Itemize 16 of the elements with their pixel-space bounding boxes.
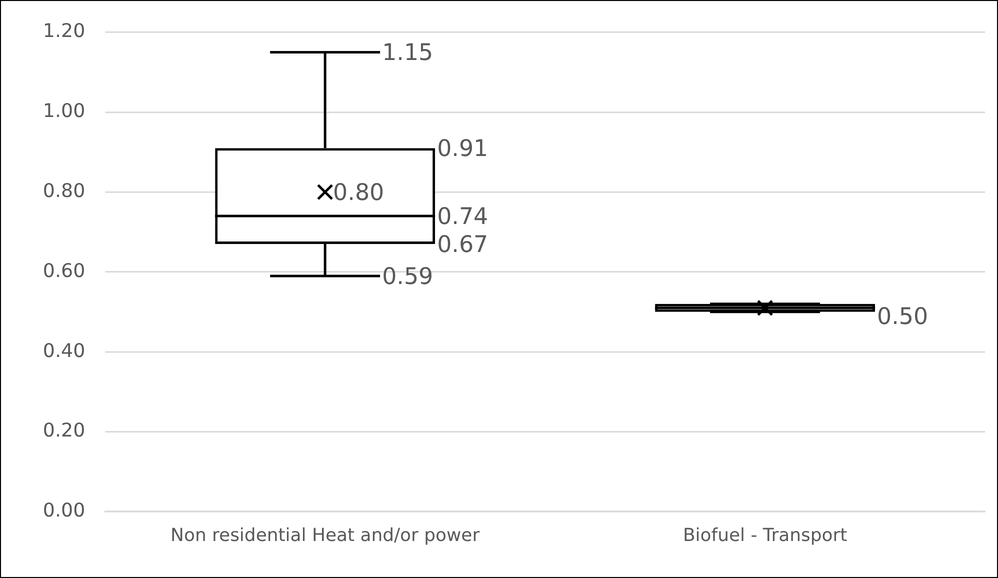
annotation: 0.67 — [437, 232, 488, 258]
annotation: 0.74 — [437, 204, 488, 230]
y-tick-label: 0.40 — [42, 340, 86, 362]
y-tick-label: 0.80 — [42, 180, 86, 202]
annotation: 0.59 — [382, 264, 434, 290]
annotation: 0.50 — [877, 304, 928, 330]
y-tick-label: 0.00 — [42, 500, 86, 522]
y-tick-label: 0.20 — [42, 420, 86, 442]
annotation: 0.91 — [437, 136, 488, 162]
x-tick-label: Non residential Heat and/or power — [170, 525, 480, 546]
y-tick-label: 0.60 — [42, 260, 86, 282]
annotation: 1.15 — [382, 40, 434, 66]
x-tick-label: Biofuel - Transport — [682, 525, 848, 546]
annotation: 0.80 — [333, 180, 384, 206]
y-tick-label: 1.20 — [42, 20, 86, 42]
y-tick-label: 1.00 — [42, 100, 86, 122]
